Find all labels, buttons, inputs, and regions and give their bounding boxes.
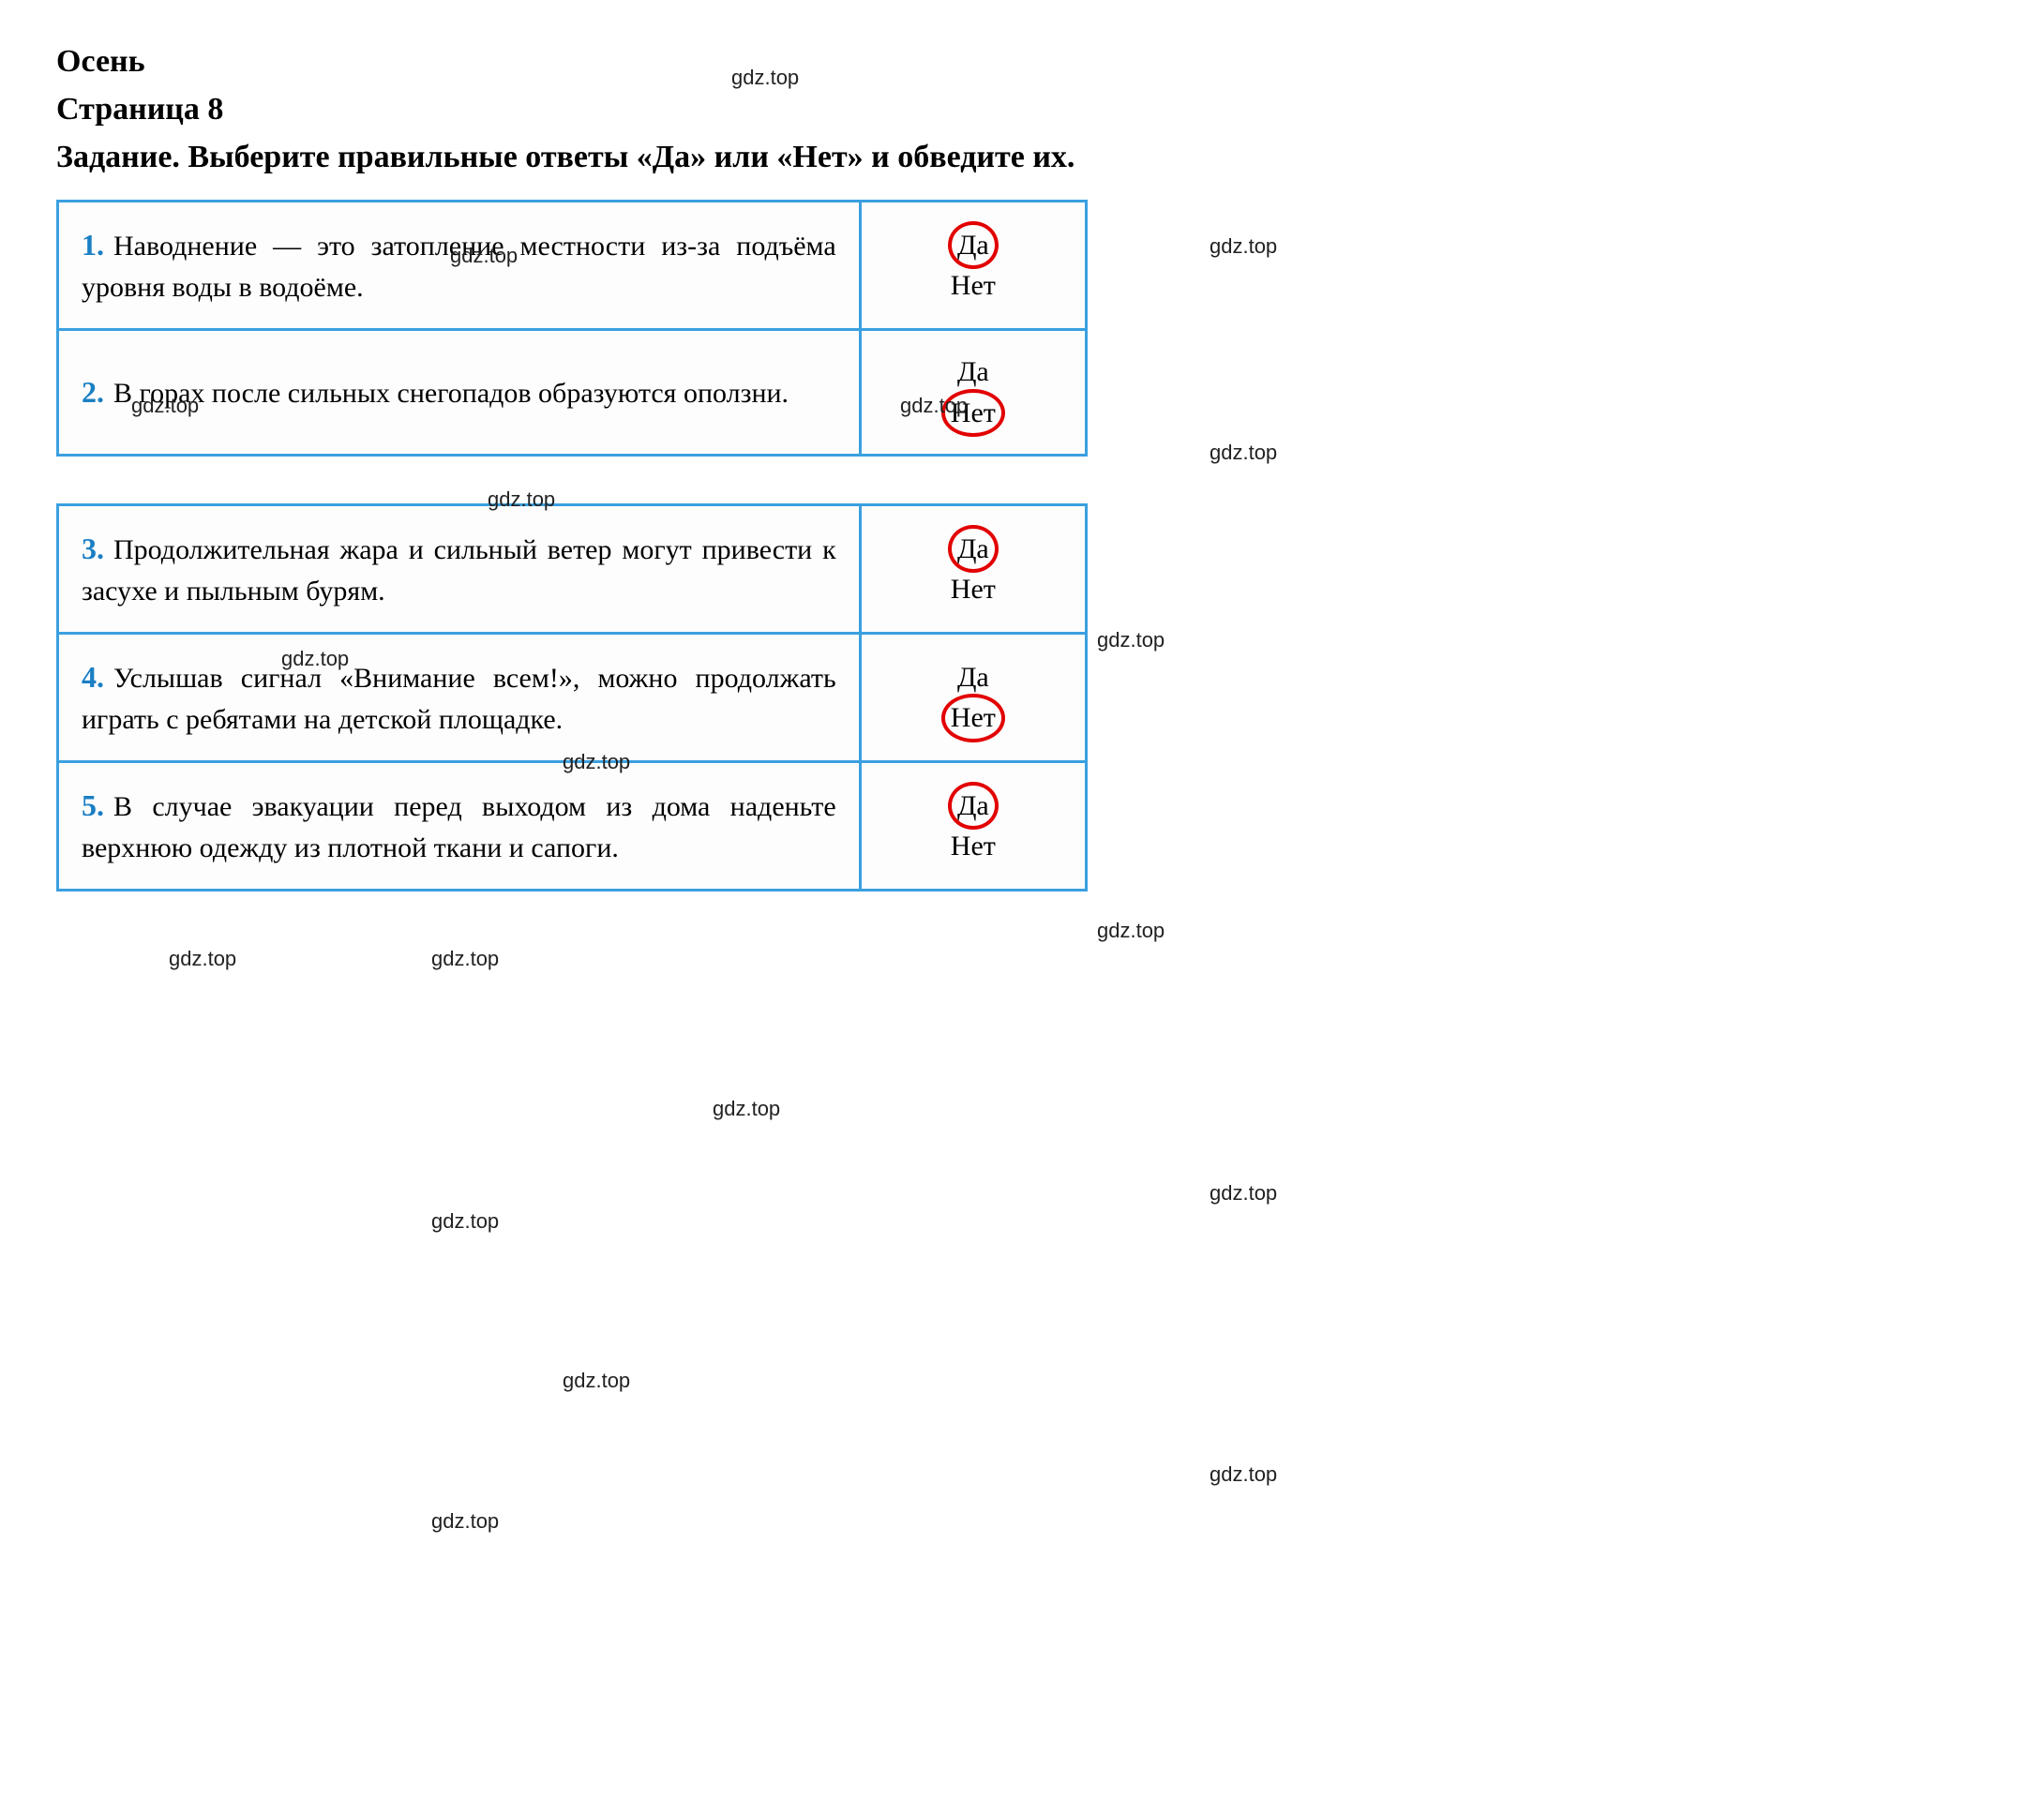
question-text: Продолжительная жара и сильный ветер мог… [82, 534, 836, 607]
answer-cell[interactable]: Да Нет [860, 634, 1086, 762]
question-text: Наводнение — это затопление местности из… [82, 231, 836, 303]
question-number: 4. [82, 660, 104, 694]
question-text: Услышав сигнал «Внимание всем!», можно п… [82, 663, 836, 735]
header-task: Задание. Выберите правильные ответы «Да»… [56, 133, 1369, 181]
question-text: В случае эвакуации перед выходом из дома… [82, 791, 836, 863]
watermark-text: gdz.top [431, 947, 499, 971]
answer-cell[interactable]: Да Нет [860, 202, 1086, 330]
answer-yes[interactable]: Да [957, 225, 989, 266]
question-cell: 2. В горах после сильных снегопадов образ… [58, 330, 861, 456]
watermark-text: gdz.top [1097, 919, 1165, 943]
question-number: 3. [82, 532, 104, 565]
watermark-text: gdz.top [1210, 1181, 1277, 1206]
question-number: 5. [82, 788, 104, 822]
answer-no[interactable]: Нет [951, 697, 996, 739]
page-content: Осень Страница 8 Задание. Выберите прави… [56, 37, 1369, 892]
table-row: 4.Услышав сигнал «Внимание всем!», можно… [58, 634, 1087, 762]
watermark-text: gdz.top [1210, 441, 1277, 465]
table-row: 5.В случае эвакуации перед выходом из до… [58, 762, 1087, 891]
answer-yes[interactable]: Да [957, 356, 989, 387]
question-number: 1. [82, 228, 104, 262]
watermark-text: gdz.top [1210, 1462, 1277, 1487]
watermark-text: gdz.top [431, 1509, 499, 1534]
table-row: 1.Наводнение — это затопление местности … [58, 202, 1087, 330]
question-table-2: 3.Продолжительная жара и сильный ветер м… [56, 503, 1088, 892]
watermark-text: gdz.top [169, 947, 236, 971]
header-page: Страница 8 [56, 85, 1369, 133]
watermark-text: gdz.top [1210, 234, 1277, 259]
header-season: Осень [56, 37, 1369, 85]
question-cell: 4.Услышав сигнал «Внимание всем!», можно… [58, 634, 861, 762]
watermark-text: gdz.top [713, 1097, 780, 1121]
page-header: Осень Страница 8 Задание. Выберите прави… [56, 37, 1369, 181]
question-cell: 3.Продолжительная жара и сильный ветер м… [58, 505, 861, 634]
tables-column: 1.Наводнение — это затопление местности … [56, 200, 1088, 892]
answer-no[interactable]: Нет [951, 574, 996, 605]
table-row: 2. В горах после сильных снегопадов образ… [58, 330, 1087, 456]
answer-no[interactable]: Нет [951, 270, 996, 301]
answer-yes[interactable]: Да [957, 529, 989, 570]
watermark-text: gdz.top [431, 1209, 499, 1234]
watermark-text: gdz.top [1097, 628, 1165, 652]
question-number: 2. [82, 375, 104, 409]
answer-cell[interactable]: Да Нет [860, 330, 1086, 456]
watermark-text: gdz.top [563, 1369, 630, 1393]
question-table-1: 1.Наводнение — это затопление местности … [56, 200, 1088, 457]
answer-yes[interactable]: Да [957, 662, 989, 693]
question-text: В горах после сильных снегопадов образую… [113, 378, 789, 409]
question-cell: 5.В случае эвакуации перед выходом из до… [58, 762, 861, 891]
answer-cell[interactable]: Да Нет [860, 505, 1086, 634]
answer-yes[interactable]: Да [957, 786, 989, 827]
answer-cell[interactable]: Да Нет [860, 762, 1086, 891]
table-row: 3.Продолжительная жара и сильный ветер м… [58, 505, 1087, 634]
answer-no[interactable]: Нет [951, 393, 996, 434]
question-cell: 1.Наводнение — это затопление местности … [58, 202, 861, 330]
answer-no[interactable]: Нет [951, 831, 996, 862]
